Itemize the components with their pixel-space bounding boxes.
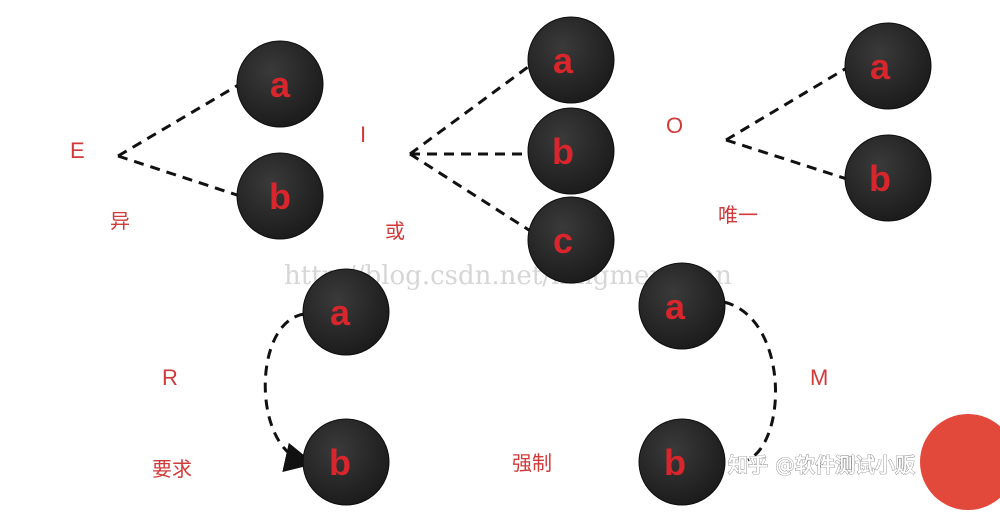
node-i-b: b bbox=[527, 107, 615, 195]
relation-letter-m: M bbox=[810, 365, 828, 390]
node-label: a bbox=[330, 292, 351, 333]
node-i-a: a bbox=[527, 16, 615, 104]
node-m-b: b bbox=[638, 418, 726, 506]
relation-letter-r: R bbox=[162, 365, 178, 390]
node-label: a bbox=[553, 40, 574, 81]
node-r-a: a bbox=[302, 268, 390, 356]
group-e: E 异 a b bbox=[70, 40, 324, 240]
node-label: c bbox=[553, 220, 573, 261]
connector-r-a-b bbox=[263, 312, 315, 473]
group-r: R 要求 a b bbox=[152, 268, 390, 506]
connector-i-a bbox=[409, 62, 533, 156]
node-o-b: b bbox=[844, 134, 932, 222]
node-label: a bbox=[870, 46, 891, 87]
watermark-brand: 知乎 @软件测试小贩 bbox=[728, 453, 915, 477]
connector-e-a bbox=[117, 82, 241, 158]
connector-m-a-b bbox=[723, 300, 778, 462]
node-r-b: b bbox=[302, 418, 390, 506]
node-label: a bbox=[665, 286, 686, 327]
node-e-b: b bbox=[236, 152, 324, 240]
node-label: a bbox=[270, 64, 291, 105]
connector-i-c bbox=[409, 152, 533, 234]
node-label: b bbox=[869, 158, 891, 199]
relation-letter-i: I bbox=[360, 122, 366, 147]
connector-e-b bbox=[117, 154, 241, 198]
node-label: b bbox=[664, 442, 686, 483]
relation-desc-r: 要求 bbox=[152, 457, 192, 481]
connector-o-a bbox=[725, 64, 851, 142]
node-label: b bbox=[329, 442, 351, 483]
node-label: b bbox=[269, 176, 291, 217]
connector-o-b bbox=[725, 138, 851, 182]
relation-letter-e: E bbox=[70, 138, 85, 163]
group-o: O 唯一 a b bbox=[666, 22, 932, 227]
relation-desc-o: 唯一 bbox=[718, 203, 758, 227]
node-label: b bbox=[552, 131, 574, 172]
node-i-c: c bbox=[527, 196, 615, 284]
group-m: M 强制 a b bbox=[512, 262, 828, 506]
node-e-a: a bbox=[236, 40, 324, 128]
relation-letter-o: O bbox=[666, 113, 683, 138]
relation-desc-e: 异 bbox=[110, 209, 130, 233]
relation-desc-i: 或 bbox=[385, 219, 405, 243]
node-m-a: a bbox=[638, 262, 726, 350]
red-badge-icon bbox=[920, 414, 1000, 510]
relation-desc-m: 强制 bbox=[512, 451, 552, 475]
node-o-a: a bbox=[844, 22, 932, 110]
group-i: I 或 a b c bbox=[360, 16, 615, 284]
